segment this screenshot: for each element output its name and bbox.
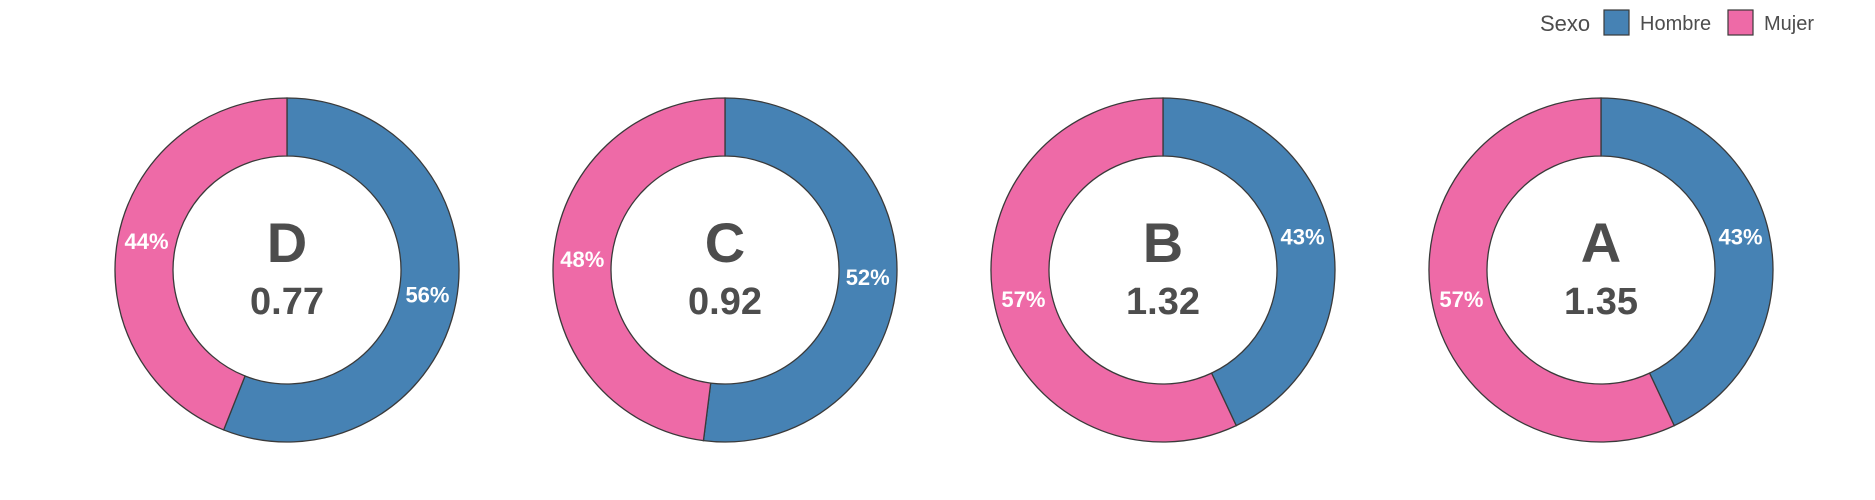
- slice-mujer: [990, 97, 1238, 443]
- slice-mujer: [1428, 97, 1676, 443]
- category-label: B: [1143, 211, 1183, 274]
- pct-label-hombre: 43%: [1719, 225, 1763, 250]
- legend-swatch-hombre: [1603, 9, 1630, 36]
- donut-b: 43% 57% B 1.32: [990, 97, 1336, 443]
- pct-label-mujer: 57%: [1439, 287, 1483, 312]
- legend-label-hombre: Hombre: [1640, 13, 1711, 35]
- slice-mujer: [114, 97, 288, 431]
- pct-label-hombre: 56%: [405, 283, 449, 308]
- category-label: C: [705, 211, 745, 274]
- slice-hombre: [1162, 97, 1336, 427]
- ratio-value: 1.35: [1564, 281, 1638, 323]
- donut-c: 52% 48% C 0.92: [552, 97, 898, 443]
- slice-hombre: [1600, 97, 1774, 427]
- donut-a: 43% 57% A 1.35: [1428, 97, 1774, 443]
- slice-hombre: [222, 97, 460, 443]
- legend-swatch-mujer: [1727, 9, 1754, 36]
- ratio-value: 0.92: [688, 281, 762, 323]
- legend: Sexo Hombre Mujer: [1540, 9, 1814, 36]
- pct-label-mujer: 44%: [125, 229, 169, 254]
- donuts-group: 56% 44% D 0.77 52% 48% C 0.92 43% 57% B 1.32 43% 57% A…: [114, 97, 1774, 443]
- category-label: D: [267, 211, 307, 274]
- donut-d: 56% 44% D 0.77: [114, 97, 460, 443]
- pct-label-mujer: 48%: [560, 247, 604, 272]
- slice-mujer: [552, 97, 726, 442]
- slice-hombre: [702, 97, 898, 443]
- category-label: A: [1581, 211, 1621, 274]
- ratio-value: 1.32: [1126, 281, 1200, 323]
- pct-label-hombre: 43%: [1281, 225, 1325, 250]
- ratio-value: 0.77: [250, 281, 324, 323]
- pct-label-mujer: 57%: [1001, 287, 1045, 312]
- pct-label-hombre: 52%: [846, 265, 890, 290]
- legend-label-mujer: Mujer: [1764, 13, 1814, 35]
- legend-title: Sexo: [1540, 11, 1590, 36]
